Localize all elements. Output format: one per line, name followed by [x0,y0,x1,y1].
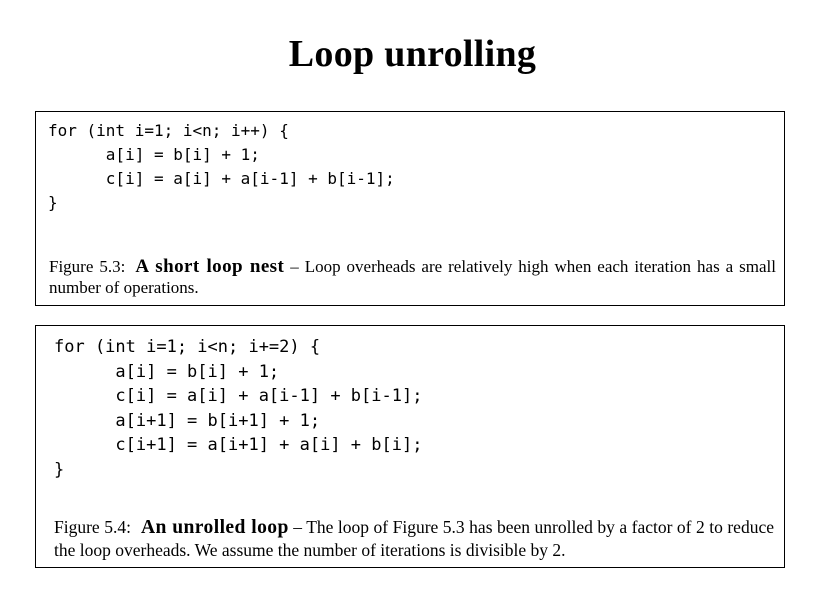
caption-separator: – [284,257,305,276]
code-line: } [48,193,58,212]
caption-label: Figure 5.4: [54,517,131,537]
figure-caption: Figure 5.4: An unrolled loop – The loop o… [54,516,774,561]
code-line: a[i+1] = b[i+1] + 1; [54,410,321,431]
code-line: a[i] = b[i] + 1; [54,361,280,382]
code-line: c[i+1] = a[i+1] + a[i] + b[i]; [54,435,423,455]
figure-caption: Figure 5.3: A short loop nest – Loop over… [49,256,776,298]
code-block: for (int i=1; i<n; i+=2) { a[i] = b[i] +… [54,335,422,482]
slide-title: Loop unrolling [288,33,537,75]
caption-title: A short loop nest [135,256,285,277]
code-line: for (int i=1; i<n; i+=2) { [54,337,321,357]
caption-text: The loop of Figure 5.3 has been unrolled… [54,517,774,560]
code-line: for (int i=1; i<n; i++) { [48,121,289,140]
code-line: c[i] = a[i] + a[i-1] + b[i-1]; [48,169,395,188]
code-line: c[i] = a[i] + a[i-1] + b[i-1]; [54,386,423,406]
caption-label: Figure 5.3: [49,257,126,276]
figure-5-3-box: for (int i=1; i<n; i++) { a[i] = b[i] + … [35,111,785,306]
caption-title: An unrolled loop [140,517,289,538]
code-line: a[i] = b[i] + 1; [48,145,260,164]
code-line: } [54,459,65,480]
caption-text: Loop overheads are relatively high when … [49,257,776,297]
caption-separator: – [288,517,307,537]
figure-5-4-box: for (int i=1; i<n; i+=2) { a[i] = b[i] +… [35,325,785,568]
code-block: for (int i=1; i<n; i++) { a[i] = b[i] + … [48,119,395,215]
